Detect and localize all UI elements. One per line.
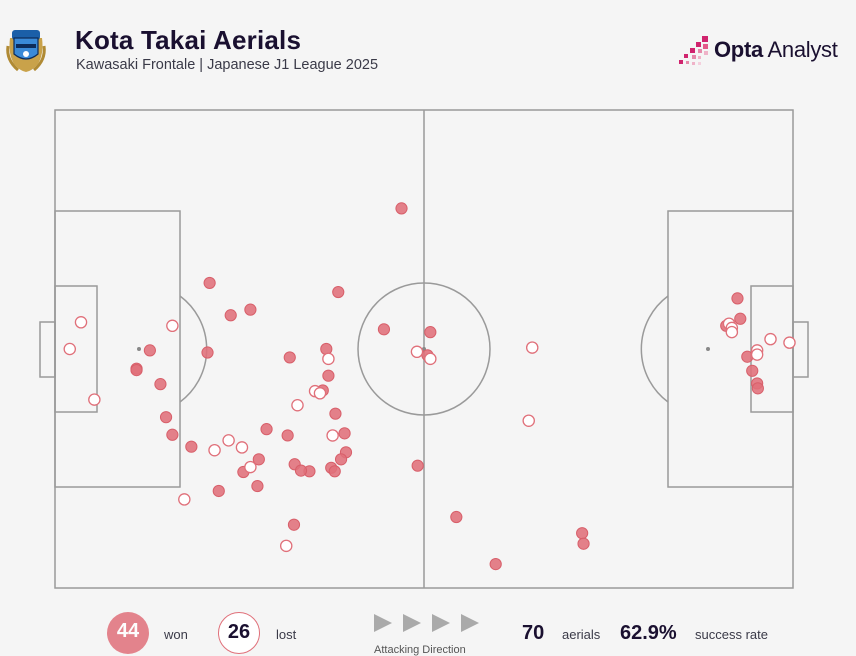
aerial-won-point (411, 459, 424, 472)
aerial-won-point (159, 411, 173, 424)
aerial-won-point (251, 479, 264, 493)
aerial-won-point (424, 326, 437, 339)
aerial-won-point (577, 537, 590, 550)
aerial-won-point (450, 510, 463, 524)
brand-logo: Opta Analyst (678, 34, 848, 68)
aerial-lost-point (279, 539, 293, 553)
aerial-lost-point (322, 352, 335, 366)
aerial-won-point (283, 351, 296, 364)
page-subtitle: Kawasaki Frontale | Japanese J1 League 2… (76, 57, 379, 73)
lost-badge: 26 (218, 612, 260, 654)
aerial-won-point (185, 440, 198, 453)
aerial-lost-point (88, 393, 101, 406)
right-penalty-spot (706, 347, 710, 351)
aerial-lost-point (313, 387, 327, 400)
aerial-lost-point (424, 352, 437, 366)
aerial-won-point (489, 558, 502, 571)
aerial-lost-point (525, 341, 539, 354)
total-label: aerials (562, 627, 601, 642)
opta-logo-icon (679, 36, 708, 65)
aerial-lost-point (166, 319, 179, 333)
right-penalty-arc (640, 295, 669, 403)
lost-label: lost (276, 627, 297, 642)
aerial-won-point (322, 369, 335, 382)
aerial-won-point (154, 378, 167, 391)
aerial-won-point (201, 346, 214, 359)
aerial-lost-point (522, 414, 535, 427)
aerial-won-point (395, 202, 408, 215)
aerial-won-point (203, 276, 216, 290)
aerial-lost-point (74, 316, 88, 329)
success-rate: 62.9% (620, 622, 677, 644)
won-count: 44 (116, 620, 140, 642)
aerial-won-point (143, 344, 156, 357)
aerial-lost-point (291, 398, 304, 412)
aerial-won-point (294, 464, 308, 477)
right-penalty-box (667, 210, 794, 488)
aerial-lost-point (764, 332, 777, 346)
aerial-lost-point (63, 342, 77, 356)
success-label: success rate (695, 627, 768, 642)
direction-label: Attacking Direction (374, 644, 466, 656)
left-goal (39, 321, 56, 378)
aerial-lost-point (235, 441, 249, 454)
aerial-won-point (332, 285, 345, 299)
total-aerials: 70 (522, 622, 545, 644)
aerial-won-point (334, 453, 348, 466)
left-penalty-spot (137, 347, 141, 351)
lost-count: 26 (227, 621, 251, 643)
aerial-lost-point (410, 345, 424, 359)
aerial-won-point (244, 303, 257, 316)
center-circle (357, 282, 491, 416)
aerial-won-point (224, 309, 237, 322)
aerial-won-point (751, 382, 764, 395)
right-goal (792, 321, 809, 378)
aerial-won-point (166, 428, 179, 441)
brand-name: Opta Analyst (714, 37, 838, 62)
aerial-lost-point (222, 434, 235, 447)
aerial-points (63, 202, 796, 571)
aerial-lost-point (208, 443, 221, 457)
aerial-won-point (281, 429, 294, 442)
aerial-won-point (576, 527, 589, 540)
aerial-won-point (338, 427, 351, 440)
club-crest-icon (6, 30, 46, 72)
aerial-lost-point (725, 325, 739, 339)
aerial-lost-point (244, 460, 257, 474)
header: Kota Takai Aerials Kawasaki Frontale | J… (0, 0, 856, 90)
aerial-won-point (746, 364, 759, 377)
aerial-won-point (287, 518, 301, 531)
aerial-won-point (731, 292, 744, 305)
aerial-lost-point (178, 493, 191, 506)
won-badge: 44 (107, 612, 149, 654)
aerial-won-point (377, 323, 391, 336)
aerial-lost-point (783, 336, 796, 349)
pitch-lines (39, 109, 809, 589)
page-title: Kota Takai Aerials (75, 25, 302, 55)
aerial-won-point (252, 453, 265, 466)
aerial-won-point (329, 407, 342, 420)
pitch-chart (39, 109, 809, 589)
aerial-lost-point (326, 429, 339, 442)
aerial-lost-point (750, 348, 764, 361)
aerial-won-point (260, 423, 273, 436)
aerial-won-point (130, 363, 143, 377)
won-label: won (164, 627, 188, 642)
aerial-won-point (734, 312, 747, 325)
aerial-won-point (328, 465, 341, 478)
aerial-won-point (212, 484, 225, 498)
attacking-direction-arrows-icon (374, 614, 479, 632)
